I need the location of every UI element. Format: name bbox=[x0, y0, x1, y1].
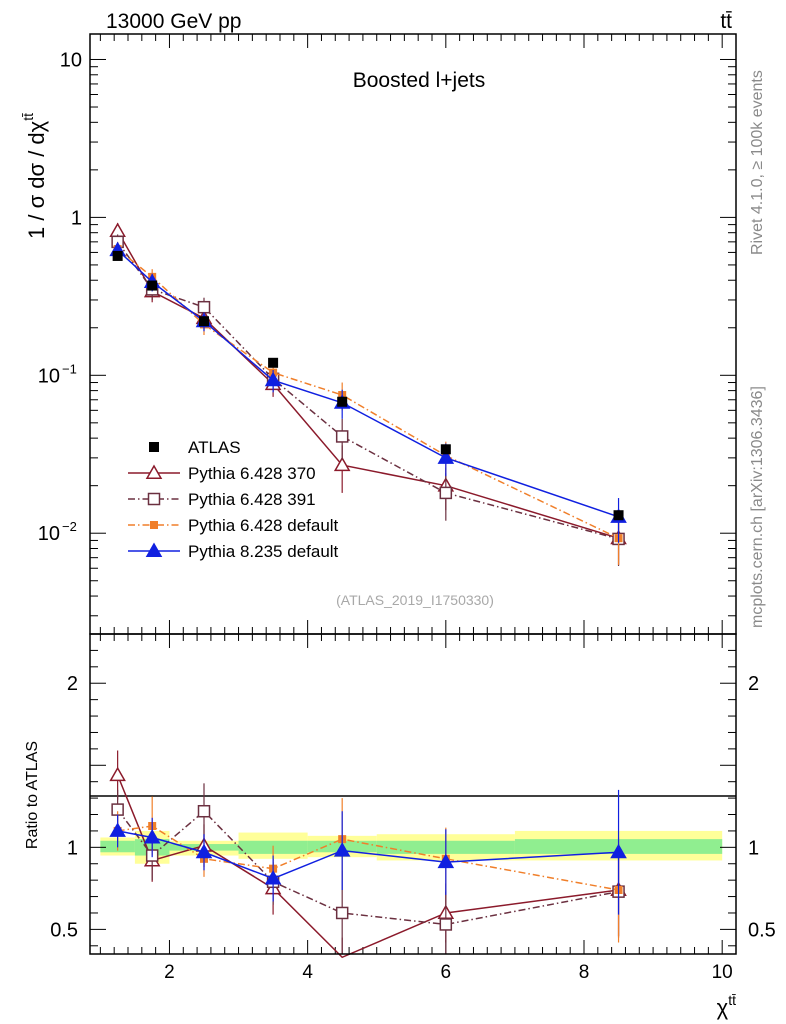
y-tick-label: 10 bbox=[38, 365, 60, 387]
legend-marker bbox=[147, 492, 161, 506]
ratio-point bbox=[439, 918, 453, 931]
y-tick-exponent: −2 bbox=[62, 519, 77, 534]
y-tick-label: 10 bbox=[38, 523, 60, 545]
ratio-plot: 2 4 6 8 10 2 2 1 1 0.5 0.5 Ratio to ATLAS χtt̄ bbox=[24, 633, 776, 1020]
atlas-point bbox=[440, 444, 451, 455]
atlas-point bbox=[199, 316, 209, 327]
legend-entry: ATLAS bbox=[149, 438, 241, 457]
ratio-series-pythia-6-428-default bbox=[113, 796, 623, 943]
legend-label: Pythia 6.428 391 bbox=[188, 490, 316, 509]
legend-marker bbox=[149, 442, 159, 452]
legend-marker bbox=[150, 521, 158, 529]
ratio-plot-frame bbox=[89, 633, 737, 955]
ratio-axis-ticks: 2 4 6 8 10 2 2 1 1 0.5 0.5 bbox=[50, 634, 776, 983]
data-point bbox=[264, 371, 282, 387]
data-point bbox=[197, 300, 211, 314]
ratio-point bbox=[109, 766, 126, 782]
data-point bbox=[439, 486, 453, 500]
main-y-label-sup: tt̄ bbox=[20, 113, 36, 121]
series-pythia-6-428-370 bbox=[109, 222, 627, 565]
svg-text:1 / σ dσ / dχtt̄: 1 / σ dσ / dχtt̄ bbox=[20, 113, 49, 239]
atlas-point bbox=[613, 510, 624, 521]
legend-marker bbox=[145, 464, 163, 479]
process-label: tt̄ bbox=[720, 10, 732, 33]
ratio-point bbox=[109, 822, 126, 837]
ratio-point bbox=[335, 906, 349, 920]
legend-entry: Pythia 6.428 default bbox=[128, 516, 339, 535]
legend: ATLAS Pythia 6.428 370 Pythia 6.428 391 Pyt… bbox=[128, 438, 339, 561]
y-tick-label: 10 bbox=[60, 49, 82, 71]
x-axis-label: χ bbox=[717, 995, 729, 1020]
legend-entry: Pythia 6.428 391 bbox=[128, 490, 316, 509]
legend-marker bbox=[145, 542, 163, 557]
ratio-point bbox=[333, 842, 351, 857]
x-tick-label: 10 bbox=[712, 962, 733, 983]
ratio-series-pythia-8-235-default bbox=[109, 789, 627, 915]
x-tick-label: 8 bbox=[579, 962, 590, 983]
ratio-series-line bbox=[117, 809, 619, 926]
ratio-point bbox=[610, 843, 627, 859]
ratio-series-layer bbox=[109, 750, 627, 959]
ratio-series-line bbox=[116, 774, 619, 959]
legend-label: Pythia 8.235 default bbox=[188, 542, 339, 561]
energy-label: 13000 GeV pp bbox=[106, 10, 241, 33]
legend-label: ATLAS bbox=[188, 438, 241, 457]
legend-label: Pythia 6.428 default bbox=[188, 516, 339, 535]
main-plot-title: Boosted l+jets bbox=[353, 69, 486, 92]
rivet-label: Rivet 4.1.0, ≥ 100k events bbox=[749, 70, 766, 255]
ratio-point bbox=[264, 870, 282, 885]
ratio-point bbox=[437, 853, 455, 869]
y-tick-label-right: 0.5 bbox=[748, 919, 776, 941]
x-axis-label-sup: tt̄ bbox=[728, 992, 736, 1008]
main-series-layer bbox=[109, 222, 627, 566]
data-point bbox=[333, 456, 351, 472]
x-tick-label: 2 bbox=[164, 962, 175, 983]
x-axis-title: χtt̄ bbox=[717, 992, 736, 1020]
atlas-point bbox=[337, 396, 348, 407]
ratio-series-pythia-6-428-391 bbox=[111, 783, 625, 954]
y-tick-label: 1 bbox=[71, 207, 82, 229]
atlas-point bbox=[112, 250, 123, 261]
reference-label: (ATLAS_2019_I1750330) bbox=[336, 592, 494, 608]
x-tick-label: 6 bbox=[441, 962, 452, 983]
main-y-axis-title: 1 / σ dσ / dχtt̄ bbox=[20, 113, 49, 239]
ratio-point bbox=[197, 804, 211, 818]
y-tick-exponent: −1 bbox=[62, 361, 77, 376]
atlas-data-layer bbox=[112, 250, 624, 521]
atlas-point bbox=[147, 280, 158, 291]
data-point bbox=[437, 449, 455, 464]
y-tick-label-right: 1 bbox=[748, 837, 759, 859]
y-tick-label: 0.5 bbox=[50, 919, 78, 941]
main-y-label: 1 / σ dσ / dχ bbox=[24, 120, 49, 239]
ratio-point bbox=[195, 843, 213, 859]
y-tick-label-right: 2 bbox=[748, 673, 759, 695]
data-point bbox=[335, 430, 349, 443]
legend-entry: Pythia 8.235 default bbox=[128, 542, 339, 561]
ratio-y-label: Ratio to ATLAS bbox=[24, 741, 41, 849]
legend-label: Pythia 6.428 370 bbox=[188, 464, 316, 483]
x-tick-label: 4 bbox=[302, 962, 313, 983]
y-tick-label: 1 bbox=[67, 837, 78, 859]
y-tick-label: 2 bbox=[67, 673, 78, 695]
data-point bbox=[109, 222, 126, 238]
main-plot-frame bbox=[89, 33, 737, 635]
source-label: mcplots.cern.ch [arXiv:1306.3436] bbox=[749, 386, 766, 628]
ratio-point bbox=[143, 828, 161, 844]
atlas-point bbox=[268, 357, 279, 368]
legend-entry: Pythia 6.428 370 bbox=[128, 464, 316, 483]
